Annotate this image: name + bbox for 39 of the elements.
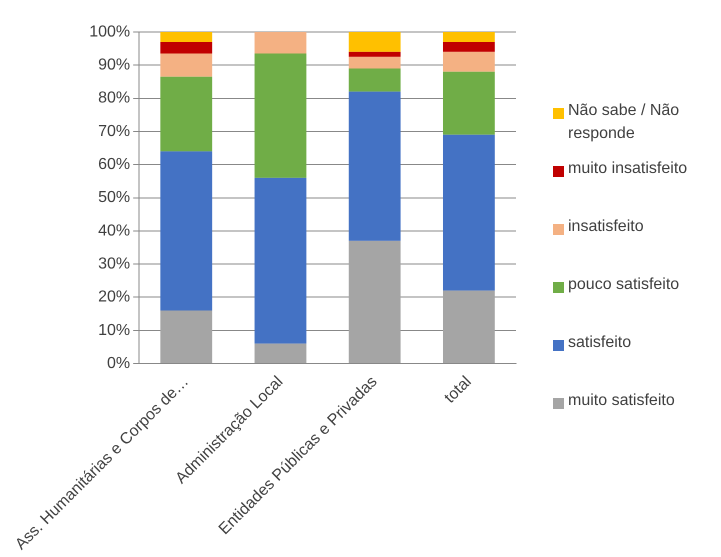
- bar: [160, 54, 212, 77]
- bar: [442, 134, 495, 291]
- bar: [442, 52, 495, 72]
- y-tick-label: 40%: [98, 222, 130, 240]
- bar: [348, 52, 401, 57]
- y-tick-label: 30%: [98, 255, 130, 272]
- y-tick-label: 10%: [98, 322, 130, 339]
- bar: [442, 290, 495, 364]
- bar: [160, 32, 212, 42]
- bar: [442, 42, 495, 52]
- bar: [160, 42, 212, 54]
- bar: [442, 72, 495, 135]
- y-tick-label: 50%: [98, 189, 130, 206]
- legend-label: satisfeito: [568, 333, 632, 353]
- legend-label: pouco satisfeito: [568, 275, 680, 295]
- y-tick-label: 70%: [98, 122, 130, 140]
- bar: [254, 54, 306, 178]
- bar: [348, 32, 401, 52]
- bar: [348, 68, 401, 92]
- bar: [348, 56, 401, 68]
- y-tick-label: 80%: [98, 90, 130, 107]
- bar: [442, 32, 495, 42]
- legend-label: Não sabe / Não responde: [568, 101, 680, 144]
- bar: [254, 32, 306, 54]
- y-tick-label: 0%: [107, 354, 130, 372]
- legend-label: muito insatisfeito: [568, 159, 688, 179]
- y-tick-label: 90%: [98, 56, 130, 74]
- legend-label: muito satisfeito: [568, 391, 675, 411]
- bar: [348, 240, 401, 364]
- bar: [160, 76, 212, 152]
- y-tick-label: 100%: [89, 23, 130, 40]
- bar: [254, 178, 306, 344]
- legend-label: insatisfeito: [568, 217, 644, 237]
- y-tick-label: 20%: [98, 288, 130, 306]
- bar: [254, 344, 306, 364]
- bar: [348, 92, 401, 241]
- bar: [160, 310, 212, 364]
- bar: [160, 151, 212, 310]
- y-tick-label: 60%: [98, 156, 130, 174]
